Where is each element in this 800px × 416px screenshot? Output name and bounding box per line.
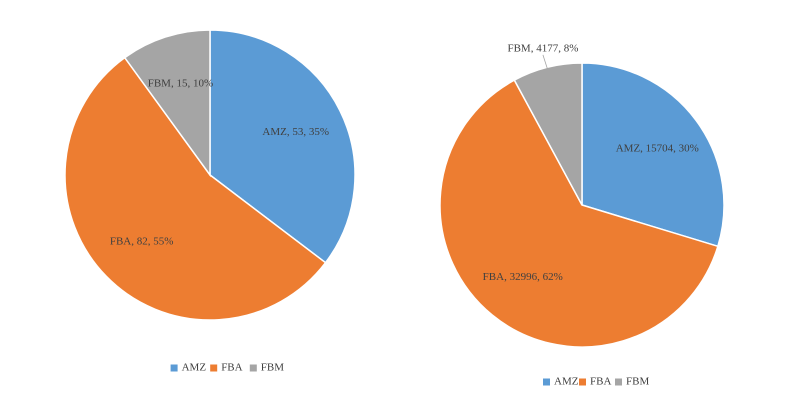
data-label: FBA, 32996, 62% (483, 271, 563, 283)
pie-slice (123, 29, 211, 178)
legend-label: FBM (261, 362, 284, 374)
data-label: AMZ, 53, 35% (262, 126, 329, 138)
data-label: FBA, 82, 55% (110, 235, 174, 247)
pie-slice (64, 56, 327, 321)
legend-swatch (543, 378, 550, 386)
legend-label: AMZ (182, 362, 207, 374)
data-label: FBM, 15, 10% (148, 78, 213, 90)
legend-label: FBM (626, 376, 649, 388)
legend-swatch (210, 364, 218, 372)
legend-label: FBA (590, 376, 611, 388)
legend-label: AMZ (554, 376, 579, 388)
legend-swatch (170, 364, 178, 372)
data-label: AMZ, 15704, 30% (616, 143, 699, 155)
legend-label: FBA (221, 362, 242, 374)
pie-slice (581, 62, 725, 248)
legend-swatch (579, 378, 586, 386)
pie-slice (439, 79, 719, 348)
data-label: FBM, 4177, 8% (507, 42, 578, 54)
legend-swatch (249, 364, 257, 372)
legend-swatch (615, 378, 622, 386)
leader-line (542, 54, 549, 71)
pie-slice (209, 29, 356, 264)
